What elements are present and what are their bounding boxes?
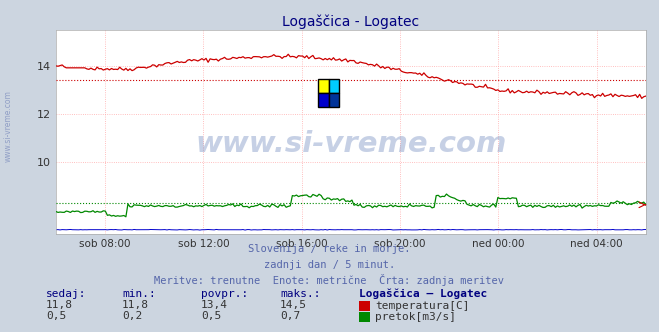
Text: 0,5: 0,5	[46, 311, 67, 321]
Text: povpr.:: povpr.:	[201, 289, 248, 299]
FancyBboxPatch shape	[329, 79, 339, 93]
Text: temperatura[C]: temperatura[C]	[375, 301, 469, 311]
Text: sedaj:: sedaj:	[46, 289, 86, 299]
FancyBboxPatch shape	[329, 93, 339, 108]
Text: 0,7: 0,7	[280, 311, 301, 321]
Text: 13,4: 13,4	[201, 300, 228, 310]
Text: pretok[m3/s]: pretok[m3/s]	[375, 312, 456, 322]
Text: Slovenija / reke in morje.: Slovenija / reke in morje.	[248, 244, 411, 254]
Text: Meritve: trenutne  Enote: metrične  Črta: zadnja meritev: Meritve: trenutne Enote: metrične Črta: …	[154, 274, 505, 286]
Text: 11,8: 11,8	[46, 300, 73, 310]
Text: 14,5: 14,5	[280, 300, 307, 310]
Text: 0,5: 0,5	[201, 311, 221, 321]
Text: zadnji dan / 5 minut.: zadnji dan / 5 minut.	[264, 260, 395, 270]
Text: Logaščica – Logatec: Logaščica – Logatec	[359, 288, 488, 299]
Text: www.si-vreme.com: www.si-vreme.com	[195, 130, 507, 158]
Text: www.si-vreme.com: www.si-vreme.com	[3, 90, 13, 162]
Text: min.:: min.:	[122, 289, 156, 299]
Title: Logaščica - Logatec: Logaščica - Logatec	[282, 14, 420, 29]
Text: 11,8: 11,8	[122, 300, 149, 310]
Text: 0,2: 0,2	[122, 311, 142, 321]
Text: maks.:: maks.:	[280, 289, 320, 299]
FancyBboxPatch shape	[318, 93, 329, 108]
FancyBboxPatch shape	[318, 79, 329, 93]
